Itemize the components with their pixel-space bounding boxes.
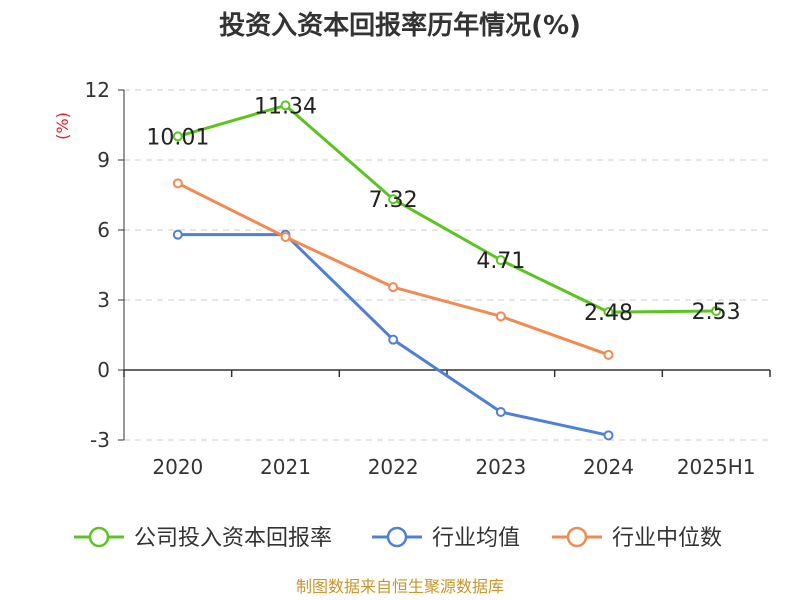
legend-label: 行业均值 [432, 526, 520, 551]
x-tick-label: 2021 [260, 455, 311, 479]
legend-marker [88, 526, 110, 548]
grid-lines [124, 89, 770, 441]
data-point [172, 178, 183, 189]
data-label: 4.71 [476, 249, 525, 274]
x-tick-label: 2022 [368, 455, 419, 479]
legend-label: 公司投入资本回报率 [134, 526, 332, 551]
data-point [711, 305, 722, 316]
x-tick-label: 2025H1 [677, 455, 756, 479]
y-tick-label: 12 [85, 78, 110, 102]
data-labels: 10.01 11.34 7.32 4.71 2.48 2.53 [146, 94, 740, 326]
legend-marker [566, 526, 588, 548]
y-tick-label: -3 [90, 428, 110, 452]
legend: 公司投入资本回报率 行业均值 行业中位数 [74, 526, 722, 551]
x-tick-label: 2024 [583, 455, 634, 479]
data-point [172, 229, 183, 240]
legend-label: 行业中位数 [612, 526, 722, 551]
source-note: 制图数据来自恒生聚源数据库 [296, 577, 504, 596]
data-point [603, 307, 614, 318]
data-point [388, 282, 399, 293]
y-tick-label: 0 [97, 358, 110, 382]
data-label: 10.01 [146, 125, 209, 150]
data-label: 11.34 [254, 94, 317, 119]
y-tick-label: 6 [97, 218, 110, 242]
data-point [603, 349, 614, 360]
y-axis-label: (%) [53, 112, 72, 140]
data-point [603, 430, 614, 441]
axes: -3 0 3 6 9 12 2020 2021 2022 2023 2024 2025H1 [85, 78, 771, 479]
data-point [495, 255, 506, 266]
data-point [495, 407, 506, 417]
y-tick-label: 9 [97, 148, 110, 172]
data-point [280, 232, 291, 242]
legend-marker [386, 526, 408, 548]
data-point [280, 100, 291, 111]
data-label: 2.53 [692, 300, 741, 325]
x-tick-label: 2020 [152, 455, 203, 479]
series-lines [172, 100, 722, 441]
series-line [177, 103, 717, 314]
data-point [388, 194, 399, 205]
x-tick-label: 2023 [475, 455, 526, 479]
data-label: 2.48 [584, 301, 633, 326]
chart-title: 投资入资本回报率历年情况(%) [219, 10, 581, 41]
data-point [172, 131, 183, 142]
data-label: 7.32 [369, 188, 418, 213]
y-tick-label: 3 [97, 288, 110, 312]
data-point [495, 311, 506, 322]
data-point [388, 334, 399, 345]
